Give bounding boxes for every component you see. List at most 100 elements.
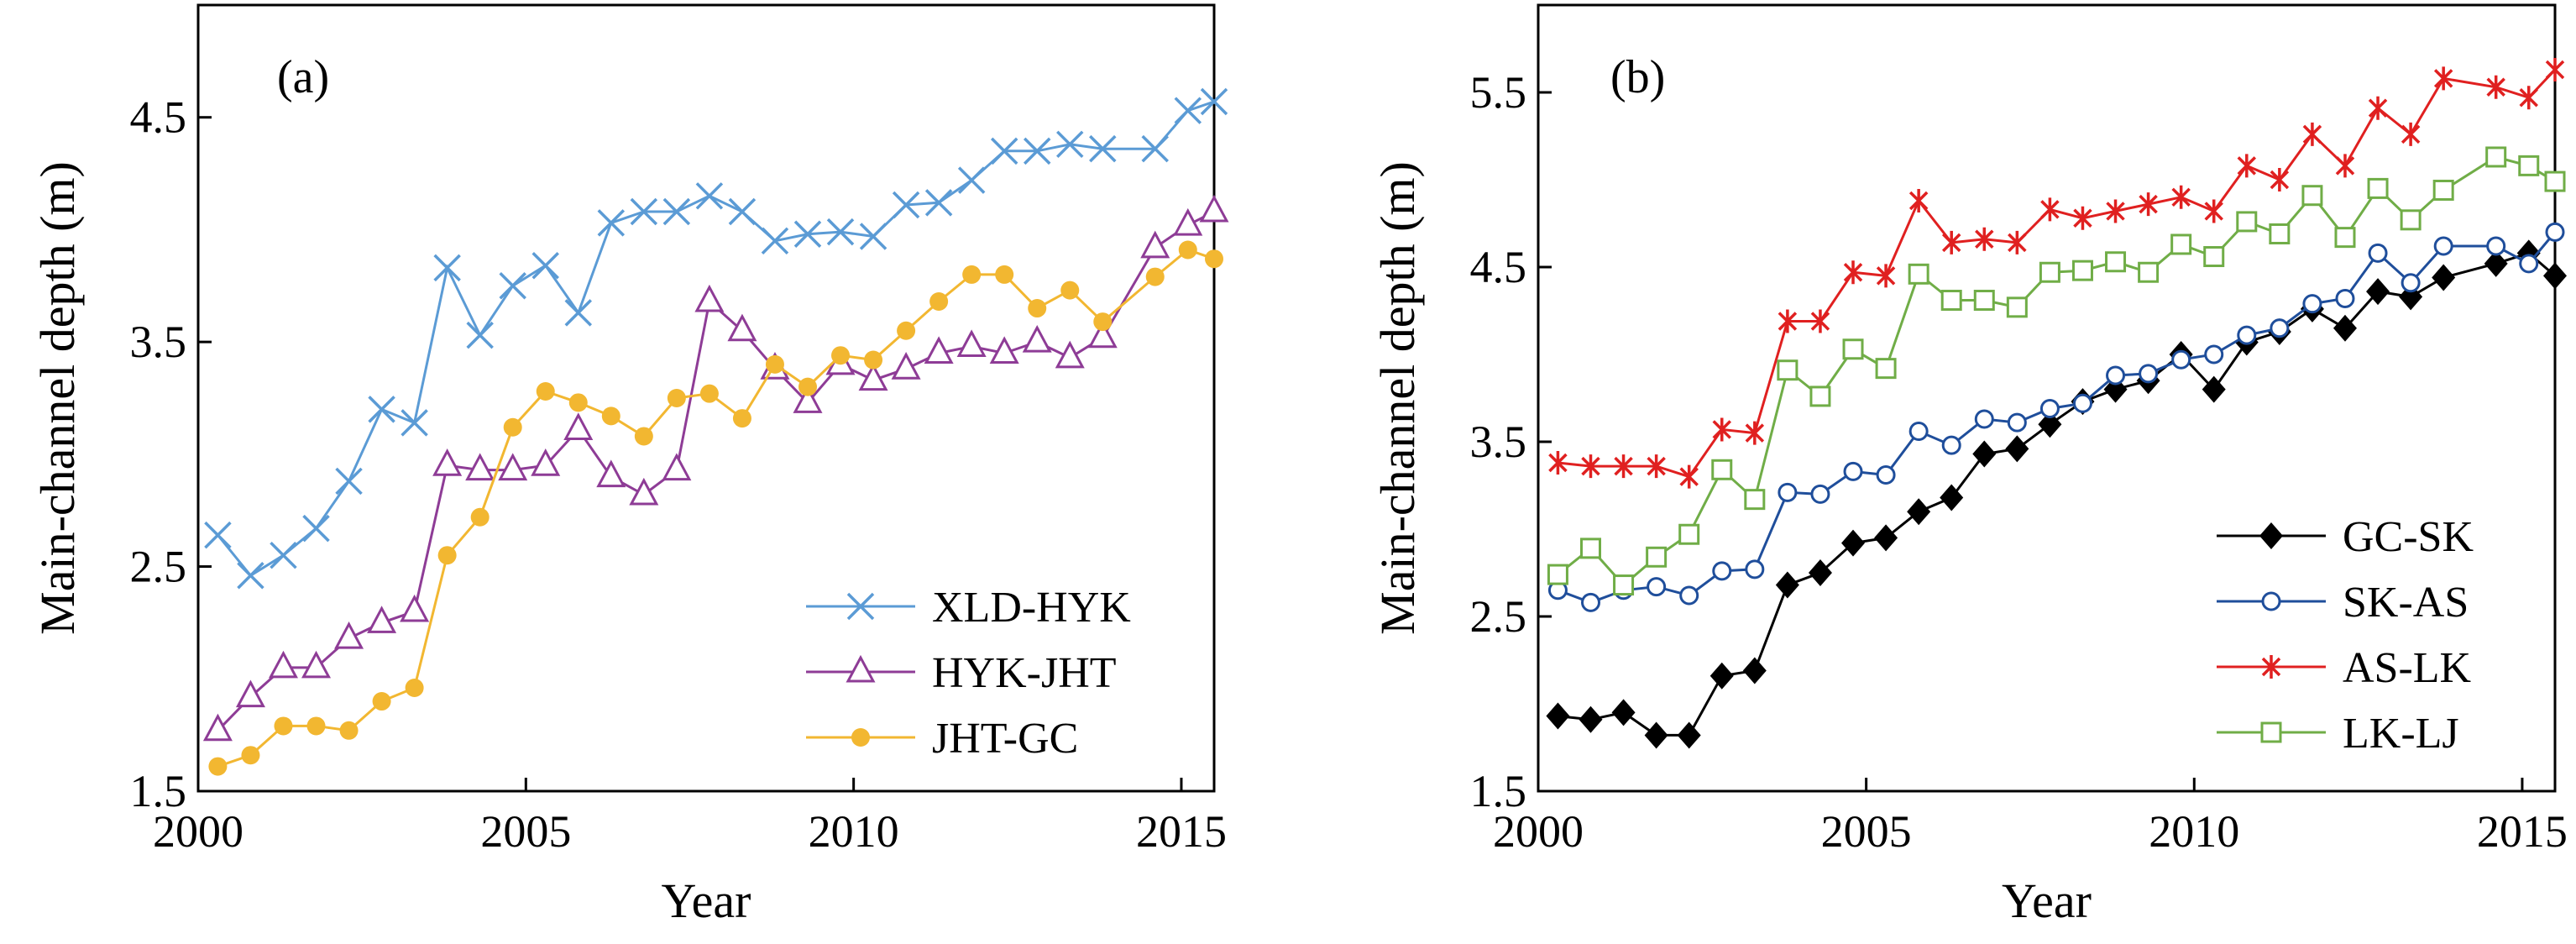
data-point <box>433 254 461 282</box>
data-point <box>831 346 851 365</box>
data-point <box>694 284 725 312</box>
data-point <box>2203 246 2225 268</box>
data-point <box>1023 137 1051 165</box>
data-point <box>405 678 424 697</box>
data-point <box>235 679 265 708</box>
data-point <box>2006 296 2028 318</box>
legend-marker <box>2259 522 2283 549</box>
data-point <box>2139 364 2159 384</box>
data-point <box>1173 207 1203 236</box>
series-lk-lj <box>1547 146 2566 596</box>
data-point <box>2486 236 2506 256</box>
y-axis-title: Main-channel depth (m) <box>30 161 85 635</box>
data-point <box>1140 230 1170 259</box>
data-point <box>2335 154 2355 178</box>
data-point <box>335 467 363 496</box>
data-point <box>1874 524 1898 552</box>
y-tick-label: 3.5 <box>1470 417 1527 467</box>
data-point <box>2071 260 2093 281</box>
data-point <box>1647 454 1666 479</box>
data-point <box>1205 249 1223 269</box>
data-point <box>301 650 332 679</box>
data-point <box>1778 482 1798 502</box>
data-point <box>1940 290 1962 312</box>
data-point <box>2138 261 2160 283</box>
data-point <box>2401 273 2421 293</box>
series-line <box>217 100 1215 578</box>
data-point <box>1199 194 1229 223</box>
data-point <box>499 272 526 300</box>
data-point <box>1843 260 1863 285</box>
data-point <box>732 409 751 428</box>
data-point <box>1908 263 1929 285</box>
data-point <box>2302 122 2322 146</box>
data-point <box>1745 559 1765 580</box>
data-point <box>2106 199 2125 223</box>
x-tick-label: 2015 <box>1136 806 1227 857</box>
data-point <box>204 521 232 549</box>
data-point <box>1808 559 1832 586</box>
data-point <box>268 650 298 679</box>
data-point <box>1745 421 1765 445</box>
data-point <box>1579 705 1603 733</box>
data-point <box>858 363 888 391</box>
data-point <box>2007 412 2027 433</box>
data-point <box>1941 435 1961 455</box>
data-point <box>1089 134 1117 163</box>
data-point <box>2204 199 2223 223</box>
data-point <box>498 453 528 481</box>
data-point <box>1581 592 1601 612</box>
data-point <box>728 197 757 226</box>
data-point <box>897 321 916 340</box>
x-tick-label: 2005 <box>480 806 571 857</box>
data-point <box>2237 325 2257 345</box>
data-point <box>2301 185 2323 207</box>
data-point <box>1941 230 1961 254</box>
data-point <box>1647 577 1667 597</box>
data-point <box>2105 251 2127 273</box>
data-point <box>306 716 326 736</box>
data-point <box>470 507 490 527</box>
data-point <box>563 412 594 440</box>
x-axis-title: Year <box>2002 873 2092 928</box>
legend-marker <box>846 592 875 621</box>
data-point <box>957 166 986 194</box>
data-point <box>2204 344 2224 364</box>
data-point <box>1712 561 1732 581</box>
data-point <box>924 336 954 364</box>
data-point <box>437 546 457 565</box>
data-point <box>2039 398 2060 418</box>
data-point <box>859 223 887 250</box>
data-point <box>1060 281 1080 300</box>
panel-a: 1.5 2.5 3.5 4.5 2000 2005 2010 2015 Year Main-cha… <box>30 3 1229 928</box>
data-point <box>1842 338 1864 360</box>
panel-label: (a) <box>277 51 329 103</box>
legend-label: LK-LJ <box>2343 710 2459 758</box>
data-point <box>2485 146 2507 168</box>
data-point <box>1975 227 1994 251</box>
data-point <box>1709 662 1734 690</box>
data-point <box>536 381 555 401</box>
data-point <box>1908 188 1929 212</box>
data-point <box>1974 409 1994 429</box>
x-tick-label: 2000 <box>1493 806 1584 857</box>
data-point <box>503 417 522 437</box>
data-point <box>1093 312 1113 332</box>
legend-item: JHT-GC <box>806 715 1078 763</box>
data-point <box>1908 422 1929 442</box>
data-point <box>2171 185 2191 209</box>
data-point <box>2008 230 2027 254</box>
data-point <box>596 459 626 488</box>
data-point <box>1742 657 1767 684</box>
data-point <box>1940 484 1964 511</box>
data-point <box>2544 170 2566 192</box>
data-point <box>826 218 855 246</box>
data-point <box>2484 249 2508 277</box>
data-point <box>989 336 1019 364</box>
plot-frame <box>196 3 1216 793</box>
data-point <box>699 384 719 403</box>
data-point <box>2545 57 2565 81</box>
data-point <box>1056 130 1084 159</box>
data-point <box>270 541 297 569</box>
legend-item: AS-LK <box>2217 644 2472 692</box>
